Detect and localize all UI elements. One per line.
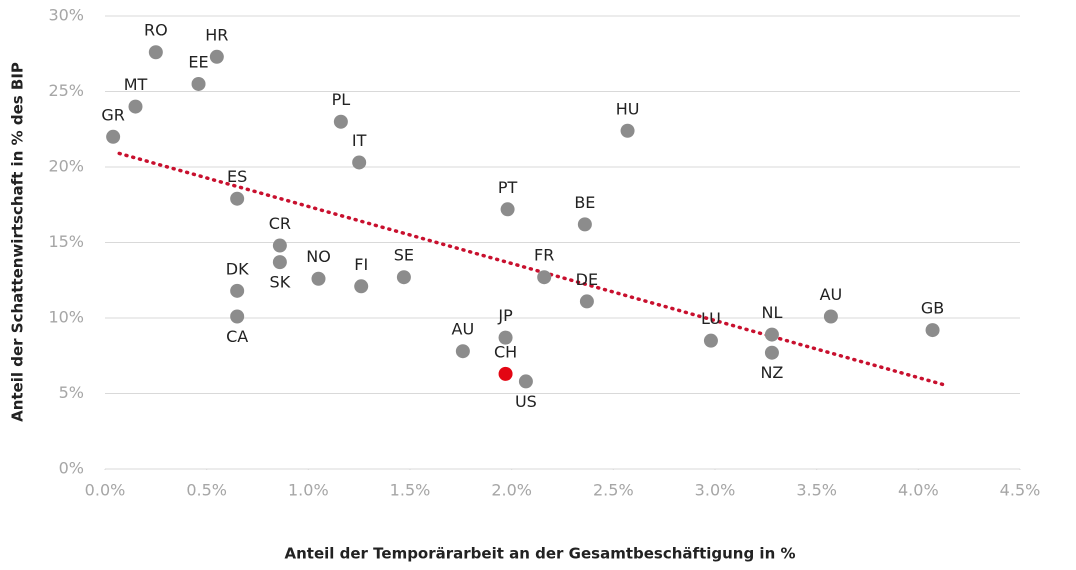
point-label: ES <box>227 167 247 186</box>
trendline <box>117 151 945 387</box>
point <box>272 238 287 253</box>
point-label: AU <box>820 285 843 304</box>
point <box>272 255 287 270</box>
point-label: CR <box>269 214 291 233</box>
point-label: CA <box>226 327 248 346</box>
point <box>396 270 411 285</box>
point-label: HU <box>616 99 640 118</box>
point <box>230 283 245 298</box>
point-label: BE <box>574 193 595 212</box>
x-tick-label: 0.5% <box>186 481 227 500</box>
point <box>925 323 940 338</box>
point <box>106 129 121 144</box>
point-label: EE <box>188 52 208 71</box>
x-tick-label: 1.0% <box>288 481 329 500</box>
y-tick-label: 0% <box>59 459 84 478</box>
point-label: PL <box>332 90 351 109</box>
x-tick-label: 4.0% <box>898 481 939 500</box>
y-tick-label: 5% <box>59 383 84 402</box>
point <box>148 45 163 60</box>
point <box>209 49 224 64</box>
point-label: FI <box>354 255 368 274</box>
point-label: FR <box>534 246 554 265</box>
point-label: US <box>515 392 537 411</box>
point-label: AU <box>452 320 475 339</box>
y-tick-label: 15% <box>48 232 84 251</box>
point <box>764 345 779 360</box>
point <box>128 99 143 114</box>
x-tick-label: 2.0% <box>491 481 532 500</box>
point-label: IT <box>352 131 367 150</box>
point-label: SE <box>394 246 414 265</box>
y-tick-label: 20% <box>48 157 84 176</box>
y-tick-label: 30% <box>48 6 84 25</box>
point-label: PT <box>498 178 518 197</box>
point <box>579 294 594 309</box>
point <box>537 270 552 285</box>
point <box>620 123 635 138</box>
point-label: RO <box>144 21 168 40</box>
x-tick-label: 0.0% <box>85 481 126 500</box>
point <box>230 191 245 206</box>
point-label: DK <box>226 259 249 278</box>
point-label: LU <box>701 309 721 328</box>
x-tick-label: 3.5% <box>796 481 837 500</box>
x-tick-label: 4.5% <box>1000 481 1041 500</box>
point <box>823 309 838 324</box>
point <box>498 330 513 345</box>
point <box>703 333 718 348</box>
point-label: GR <box>101 105 125 124</box>
y-tick-label: 10% <box>48 308 84 327</box>
point <box>455 344 470 359</box>
point <box>311 271 326 286</box>
point-label: NZ <box>760 363 783 382</box>
point-label: JP <box>497 306 513 325</box>
point-label: GB <box>921 299 944 318</box>
point <box>577 217 592 232</box>
point-label: SK <box>270 273 291 292</box>
point <box>354 279 369 294</box>
point-label: HR <box>205 25 228 44</box>
y-axis-title: Anteil der Schattenwirtschaft in % des B… <box>9 62 27 422</box>
y-tick-label: 25% <box>48 81 84 100</box>
point <box>500 202 515 217</box>
x-tick-label: 2.5% <box>593 481 634 500</box>
point <box>518 374 533 389</box>
x-axis-title: Anteil der Temporärarbeit an der Gesamtb… <box>284 545 795 563</box>
point <box>352 155 367 170</box>
point-label: MT <box>124 75 148 94</box>
x-tick-label: 3.0% <box>695 481 736 500</box>
point <box>191 76 206 91</box>
point-label: NL <box>761 303 782 322</box>
point-label: DE <box>576 270 598 289</box>
point <box>333 114 348 129</box>
point <box>764 327 779 342</box>
x-tick-label: 1.5% <box>390 481 431 500</box>
point <box>230 309 245 324</box>
point-label: NO <box>306 247 331 266</box>
point-label: CH <box>494 342 517 361</box>
point <box>498 366 513 381</box>
